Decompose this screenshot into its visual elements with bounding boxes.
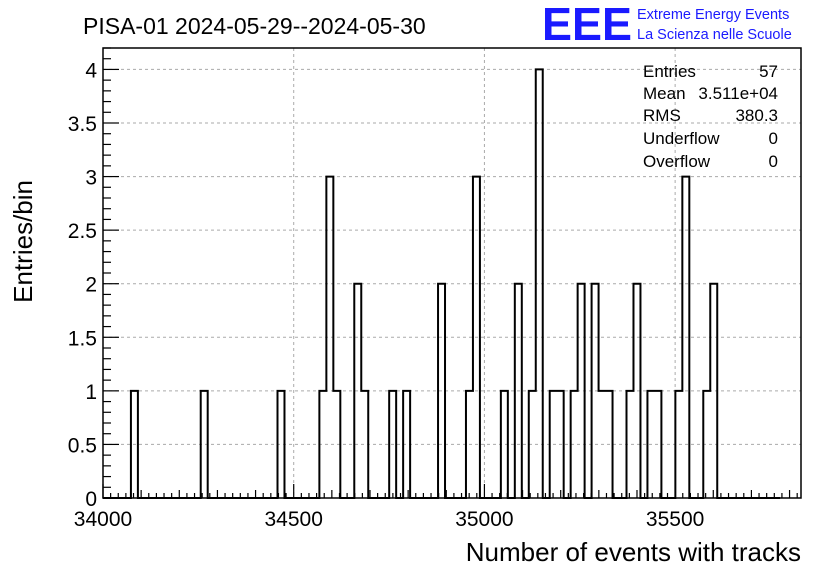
histogram-bin — [599, 391, 606, 498]
stats-entries-value: 57 — [759, 62, 778, 81]
y-tick-label: 3.5 — [68, 113, 97, 136]
histogram-bin — [354, 284, 361, 498]
y-tick-label: 1 — [85, 381, 97, 404]
stats-underflow-value: 0 — [769, 129, 778, 148]
logo-line1: Extreme Energy Events — [637, 7, 789, 23]
x-tick-label: 34500 — [265, 508, 323, 531]
histogram-bin — [536, 69, 543, 498]
histogram-bin — [703, 391, 710, 498]
stats-entries-label: Entries — [643, 62, 696, 81]
histogram-bin — [131, 391, 138, 498]
histogram-bin — [361, 391, 368, 498]
histogram-bin — [592, 284, 599, 498]
stats-rms-label: RMS — [643, 106, 681, 125]
stats-box: Entries 57 Mean 3.511e+04 RMS 380.3 Unde… — [643, 62, 778, 171]
histogram-bin — [501, 391, 508, 498]
x-tick-label: 35500 — [646, 508, 704, 531]
histogram-bin — [654, 391, 661, 498]
histogram-bin — [529, 391, 536, 498]
histogram-bin — [627, 391, 634, 498]
stats-underflow-label: Underflow — [643, 129, 720, 148]
x-tick-label: 35000 — [455, 508, 513, 531]
y-tick-label: 0.5 — [68, 434, 97, 457]
histogram-bin — [333, 391, 340, 498]
stats-overflow-label: Overflow — [643, 152, 711, 171]
histogram-bin — [710, 284, 717, 498]
y-axis-title: Entries/bin — [8, 180, 38, 303]
histogram-bin — [278, 391, 285, 498]
histogram-bin — [606, 391, 613, 498]
y-tick-label: 2 — [85, 274, 97, 297]
histogram-bin — [675, 391, 682, 498]
stats-mean-label: Mean — [643, 84, 686, 103]
histogram-bin — [438, 284, 445, 498]
y-tick-label: 4 — [85, 59, 97, 82]
histogram-bin — [578, 284, 585, 498]
stats-overflow-value: 0 — [769, 152, 778, 171]
stats-mean-value: 3.511e+04 — [698, 84, 778, 103]
histogram-bin — [201, 391, 208, 498]
x-axis-title: Number of events with tracks — [466, 537, 801, 567]
histogram-bin — [682, 177, 689, 498]
histogram-bin — [389, 391, 396, 498]
chart-title: PISA-01 2024-05-29--2024-05-30 — [83, 13, 426, 39]
y-tick-label: 1.5 — [68, 327, 97, 350]
histogram-bin — [571, 391, 578, 498]
stats-rms-value: 380.3 — [735, 106, 778, 125]
histogram-bin — [466, 391, 473, 498]
histogram-bin — [557, 391, 564, 498]
logo-line2: La Scienza nelle Scuole — [637, 27, 792, 43]
histogram-bin — [403, 391, 410, 498]
y-axis: 0 0.5 1 1.5 2 2.5 3 3.5 4 — [68, 47, 119, 511]
histogram-bin — [319, 391, 326, 498]
logo-letters: EEE — [542, 0, 632, 50]
histogram-bin — [633, 284, 640, 498]
y-tick-label: 2.5 — [68, 220, 97, 243]
histogram-bin — [473, 177, 480, 498]
y-tick-label: 0 — [85, 488, 97, 511]
y-tick-label: 3 — [85, 167, 97, 190]
histogram-bin — [647, 391, 654, 498]
histogram-bin — [550, 391, 557, 498]
histogram-bin — [515, 284, 522, 498]
histogram-bin — [326, 177, 333, 498]
x-tick-label: 34000 — [74, 508, 132, 531]
x-axis: 34000 34500 35000 35500 — [74, 484, 798, 531]
eee-logo: EEE Extreme Energy Events La Scienza nel… — [542, 0, 792, 50]
